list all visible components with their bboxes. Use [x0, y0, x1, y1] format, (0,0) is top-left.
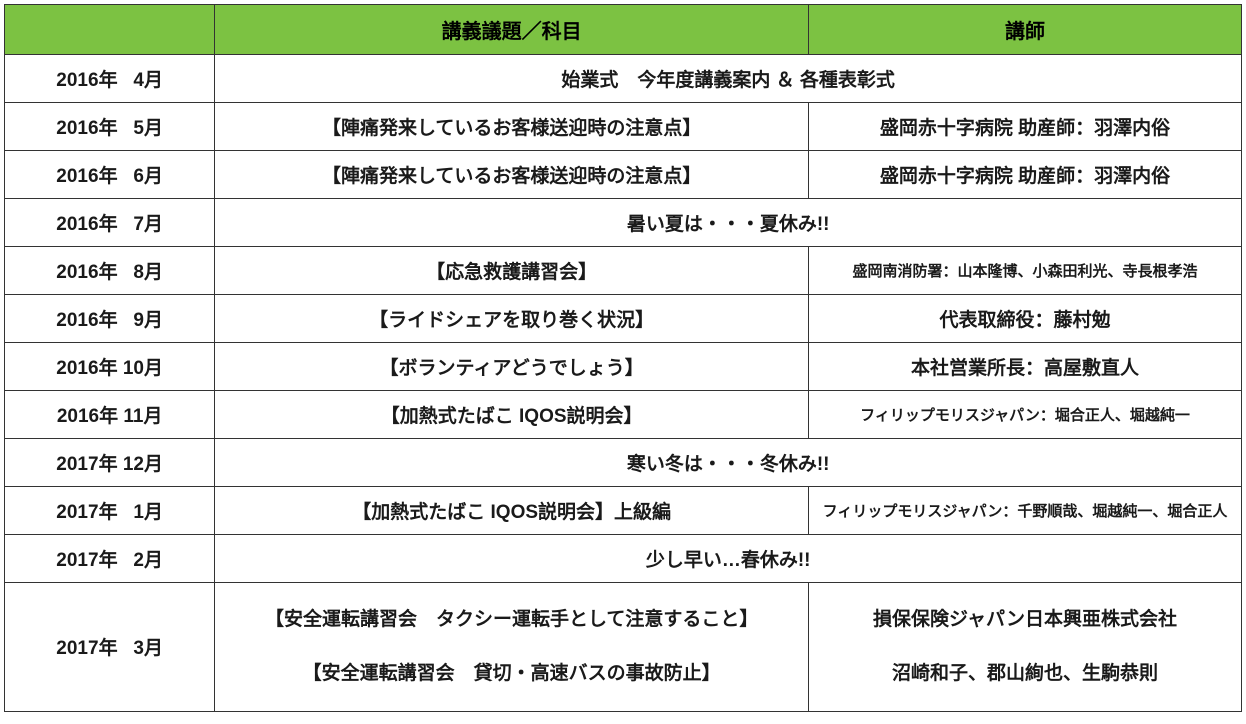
header-topic: 講義議題／科目 — [215, 5, 809, 55]
header-row: 講義議題／科目 講師 — [5, 5, 1242, 55]
date-cell: 2016年 7月 — [5, 199, 215, 247]
date-cell: 2017年 1月 — [5, 487, 215, 535]
instructor-cell: 代表取締役：藤村勉 — [809, 295, 1242, 343]
date-cell: 2016年 5月 — [5, 103, 215, 151]
table-row: 2017年 12月寒い冬は・・・冬休み!! — [5, 439, 1242, 487]
date-cell: 2017年 3月 — [5, 583, 215, 712]
table-row: 2016年 5月【陣痛発来しているお客様送迎時の注意点】盛岡赤十字病院 助産師：… — [5, 103, 1242, 151]
date-cell: 2017年 12月 — [5, 439, 215, 487]
table-row: 2016年 6月【陣痛発来しているお客様送迎時の注意点】盛岡赤十字病院 助産師：… — [5, 151, 1242, 199]
merged-note-cell: 寒い冬は・・・冬休み!! — [215, 439, 1242, 487]
topic-cell: 【陣痛発来しているお客様送迎時の注意点】 — [215, 151, 809, 199]
merged-note-cell: 暑い夏は・・・夏休み!! — [215, 199, 1242, 247]
topic-cell: 【ライドシェアを取り巻く状況】 — [215, 295, 809, 343]
topic-cell: 【応急救護講習会】 — [215, 247, 809, 295]
table-row: 2016年 10月【ボランティアどうでしょう】本社営業所長：高屋敷直人 — [5, 343, 1242, 391]
date-cell: 2016年 6月 — [5, 151, 215, 199]
instructor-cell: 損保保険ジャパン日本興亜株式会社沼崎和子、郡山絢也、生駒恭則 — [809, 583, 1242, 712]
table-row: 2016年 4月始業式 今年度講義案内 ＆ 各種表彰式 — [5, 55, 1242, 103]
instructor-cell: 盛岡南消防署：山本隆博、小森田利光、寺長根孝浩 — [809, 247, 1242, 295]
instructor-cell: 盛岡赤十字病院 助産師：羽澤内俗 — [809, 103, 1242, 151]
topic-cell: 【安全運転講習会 タクシー運転手として注意すること】【安全運転講習会 貸切・高速… — [215, 583, 809, 712]
table-row: 2016年 9月【ライドシェアを取り巻く状況】代表取締役：藤村勉 — [5, 295, 1242, 343]
header-date — [5, 5, 215, 55]
table-row: 2017年 2月少し早い…春休み!! — [5, 535, 1242, 583]
date-cell: 2016年 4月 — [5, 55, 215, 103]
instructor-cell: 盛岡赤十字病院 助産師：羽澤内俗 — [809, 151, 1242, 199]
instructor-cell: 本社営業所長：高屋敷直人 — [809, 343, 1242, 391]
merged-note-cell: 始業式 今年度講義案内 ＆ 各種表彰式 — [215, 55, 1242, 103]
table-row: 2017年 3月【安全運転講習会 タクシー運転手として注意すること】【安全運転講… — [5, 583, 1242, 712]
date-cell: 2016年 10月 — [5, 343, 215, 391]
table-row: 2016年 8月【応急救護講習会】盛岡南消防署：山本隆博、小森田利光、寺長根孝浩 — [5, 247, 1242, 295]
topic-cell: 【加熱式たばこ IQOS説明会】 — [215, 391, 809, 439]
merged-note-cell: 少し早い…春休み!! — [215, 535, 1242, 583]
topic-cell: 【ボランティアどうでしょう】 — [215, 343, 809, 391]
schedule-table: 講義議題／科目 講師 2016年 4月始業式 今年度講義案内 ＆ 各種表彰式20… — [4, 4, 1242, 712]
date-cell: 2016年 11月 — [5, 391, 215, 439]
date-cell: 2017年 2月 — [5, 535, 215, 583]
instructor-cell: フィリップモリスジャパン：千野順哉、堀越純一、堀合正人 — [809, 487, 1242, 535]
date-cell: 2016年 8月 — [5, 247, 215, 295]
date-cell: 2016年 9月 — [5, 295, 215, 343]
header-instructor: 講師 — [809, 5, 1242, 55]
topic-cell: 【陣痛発来しているお客様送迎時の注意点】 — [215, 103, 809, 151]
table-row: 2017年 1月【加熱式たばこ IQOS説明会】上級編フィリップモリスジャパン：… — [5, 487, 1242, 535]
topic-cell: 【加熱式たばこ IQOS説明会】上級編 — [215, 487, 809, 535]
table-row: 2016年 7月暑い夏は・・・夏休み!! — [5, 199, 1242, 247]
table-row: 2016年 11月【加熱式たばこ IQOS説明会】フィリップモリスジャパン：堀合… — [5, 391, 1242, 439]
instructor-cell: フィリップモリスジャパン：堀合正人、堀越純一 — [809, 391, 1242, 439]
